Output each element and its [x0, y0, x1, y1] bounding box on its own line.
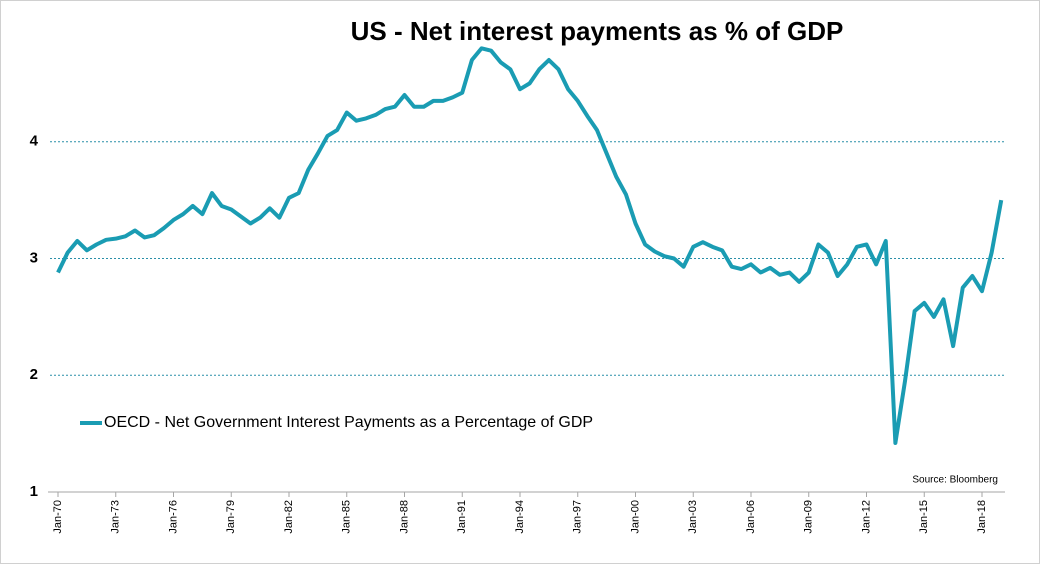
y-tick-label: 1: [30, 483, 38, 500]
y-tick-label: 4: [30, 133, 39, 150]
x-tick-label: Jan-06: [745, 500, 757, 534]
x-tick-label: Jan-97: [572, 500, 584, 534]
x-tick-label: Jan-18: [976, 500, 988, 534]
x-tick-label: Jan-70: [52, 500, 64, 534]
x-tick-label: Jan-76: [167, 500, 179, 534]
x-tick-label: Jan-85: [341, 500, 353, 534]
y-tick-label: 2: [30, 366, 38, 383]
x-tick-label: Jan-73: [110, 500, 122, 534]
data-line: [56, 46, 1004, 445]
x-tick-label: Jan-09: [803, 500, 815, 534]
x-tick-label: Jan-88: [398, 500, 410, 534]
x-tick-label: Jan-91: [456, 500, 468, 534]
x-tick-label: Jan-82: [283, 500, 295, 534]
x-tick-label: Jan-12: [860, 500, 872, 534]
x-tick-label: Jan-00: [629, 500, 641, 534]
y-tick-label: 3: [30, 249, 38, 266]
x-tick-label: Jan-15: [918, 500, 930, 534]
chart-title: US - Net interest payments as % of GDP: [351, 16, 844, 46]
x-tick-label: Jan-94: [514, 500, 526, 534]
x-tick-label: Jan-79: [225, 500, 237, 534]
source-note: Source: Bloomberg: [912, 475, 998, 486]
legend-label: OECD - Net Government Interest Payments …: [104, 414, 593, 431]
x-tick-label: Jan-03: [687, 500, 699, 534]
